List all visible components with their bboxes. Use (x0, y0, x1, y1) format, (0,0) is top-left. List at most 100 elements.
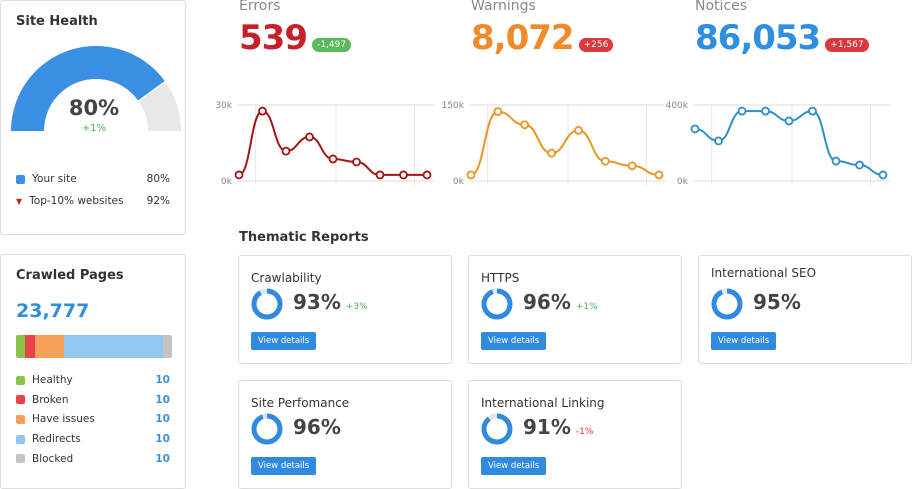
report-name[interactable]: Site Perfomance (251, 396, 350, 410)
crawled-segment-blocked[interactable] (162, 335, 172, 358)
metric-label: Warnings (471, 0, 536, 14)
view-details-button[interactable]: View details (481, 332, 547, 350)
data-point[interactable] (234, 170, 244, 180)
crawled-label: Healthy (32, 374, 73, 386)
crawled-row: Broken 10 (16, 394, 170, 406)
color-square-icon (16, 454, 25, 464)
y-tick: 400k (666, 101, 689, 111)
legend-label: Your site (32, 173, 77, 185)
report-card: International SEO 95% View details (698, 255, 912, 364)
crawled-segment-healthy[interactable] (16, 335, 26, 358)
series-line (238, 110, 427, 176)
data-point[interactable] (520, 120, 530, 130)
data-point[interactable] (761, 106, 770, 116)
health-value: 80% (68, 96, 120, 120)
data-point[interactable] (808, 106, 817, 116)
site-health-card: Site Health 80% +1% Your site 80% ▼ Top-10… (0, 0, 186, 235)
report-score: 95% (753, 290, 806, 314)
donut-chart (251, 288, 283, 320)
metric-label: Notices (695, 0, 748, 14)
data-point[interactable] (328, 154, 338, 164)
health-gauge (11, 46, 181, 131)
data-point[interactable] (422, 170, 432, 180)
metric-value[interactable]: 8,072 (471, 18, 575, 58)
metric-badge: +256 (578, 37, 614, 52)
report-name[interactable]: HTTPS (481, 271, 520, 285)
data-point[interactable] (305, 132, 314, 142)
crawled-label: Blocked (32, 452, 74, 465)
report-score: 91% -1% (523, 415, 593, 439)
data-point[interactable] (855, 160, 864, 170)
legend-top-10: ▼ Top-10% websites 92% (16, 195, 170, 207)
legend-value: 80% (146, 173, 170, 185)
y-tick: 150k (442, 101, 465, 111)
y-tick: 30k (215, 101, 232, 111)
crawled-segment-have-issues[interactable] (34, 335, 65, 358)
legend-your-site: Your site 80% (16, 173, 170, 185)
data-point[interactable] (600, 156, 610, 166)
crawled-label: Redirects (32, 433, 81, 446)
report-card: HTTPS 96% +1% View details (468, 255, 682, 364)
chart-errors: 30k 0k (215, 101, 434, 187)
data-point[interactable] (466, 170, 476, 180)
report-name[interactable]: Crawlability (251, 271, 322, 285)
data-point[interactable] (493, 107, 503, 116)
data-point[interactable] (281, 146, 291, 156)
crawled-value[interactable]: 23,777 (16, 300, 90, 322)
gauge-fill (11, 46, 165, 131)
donut-chart (251, 413, 283, 445)
crawled-row: Redirects 10 (16, 433, 170, 445)
crawled-row: Have issues 10 (16, 413, 170, 425)
data-point[interactable] (574, 125, 583, 135)
report-pct: 95% (753, 290, 801, 314)
data-point[interactable] (737, 106, 747, 116)
view-details-button[interactable]: View details (481, 457, 547, 475)
view-details-button[interactable]: View details (711, 332, 777, 350)
view-details-button[interactable]: View details (251, 457, 317, 475)
blue-square-icon (16, 174, 25, 184)
view-details-button[interactable]: View details (251, 332, 317, 350)
data-point[interactable] (831, 156, 841, 166)
chart-warnings: 150k 0k (442, 101, 666, 187)
crawled-count[interactable]: 10 (155, 374, 170, 386)
data-point[interactable] (784, 116, 794, 126)
crawled-count[interactable]: 10 (155, 452, 170, 465)
metric-value[interactable]: 86,053 (695, 18, 821, 58)
report-card: International Linking 91% -1% View details (468, 380, 682, 489)
crawled-label: Have issues (32, 413, 95, 426)
metric-value[interactable]: 539 (239, 18, 308, 58)
crawled-count[interactable]: 10 (155, 433, 170, 446)
crawled-count[interactable]: 10 (155, 393, 170, 406)
crawled-segment-broken[interactable] (25, 335, 35, 358)
data-point[interactable] (399, 170, 408, 180)
crawled-count[interactable]: 10 (155, 413, 170, 426)
gauge-remaining (138, 82, 181, 131)
health-change: +1% (81, 123, 107, 134)
site-health-title: Site Health (16, 14, 98, 29)
donut-chart (711, 288, 743, 320)
report-score: 93% +3% (293, 290, 368, 314)
data-point[interactable] (714, 136, 723, 146)
report-name[interactable]: International Linking (481, 396, 605, 410)
report-pct: 93% (293, 290, 341, 314)
triangle-down-icon: ▼ (16, 196, 23, 206)
report-delta: -1% (575, 427, 594, 437)
data-point[interactable] (352, 157, 361, 167)
color-square-icon (16, 395, 25, 405)
data-point[interactable] (878, 170, 888, 180)
data-point[interactable] (690, 124, 700, 134)
report-pct: 96% (523, 290, 571, 314)
data-point[interactable] (375, 170, 385, 180)
crawled-title: Crawled Pages (16, 268, 124, 283)
data-point[interactable] (627, 161, 637, 171)
data-point[interactable] (654, 170, 664, 180)
data-point[interactable] (547, 148, 556, 158)
crawled-segment-redirects[interactable] (64, 335, 163, 358)
report-name[interactable]: International SEO (711, 266, 817, 280)
data-point[interactable] (258, 106, 267, 116)
metric-badge: +1,567 (825, 37, 869, 52)
crawled-bar (16, 335, 172, 358)
y-tick: 0k (453, 177, 465, 187)
report-card: Crawlability 93% +3% View details (238, 255, 452, 364)
crawled-row: Blocked 10 (16, 453, 170, 465)
